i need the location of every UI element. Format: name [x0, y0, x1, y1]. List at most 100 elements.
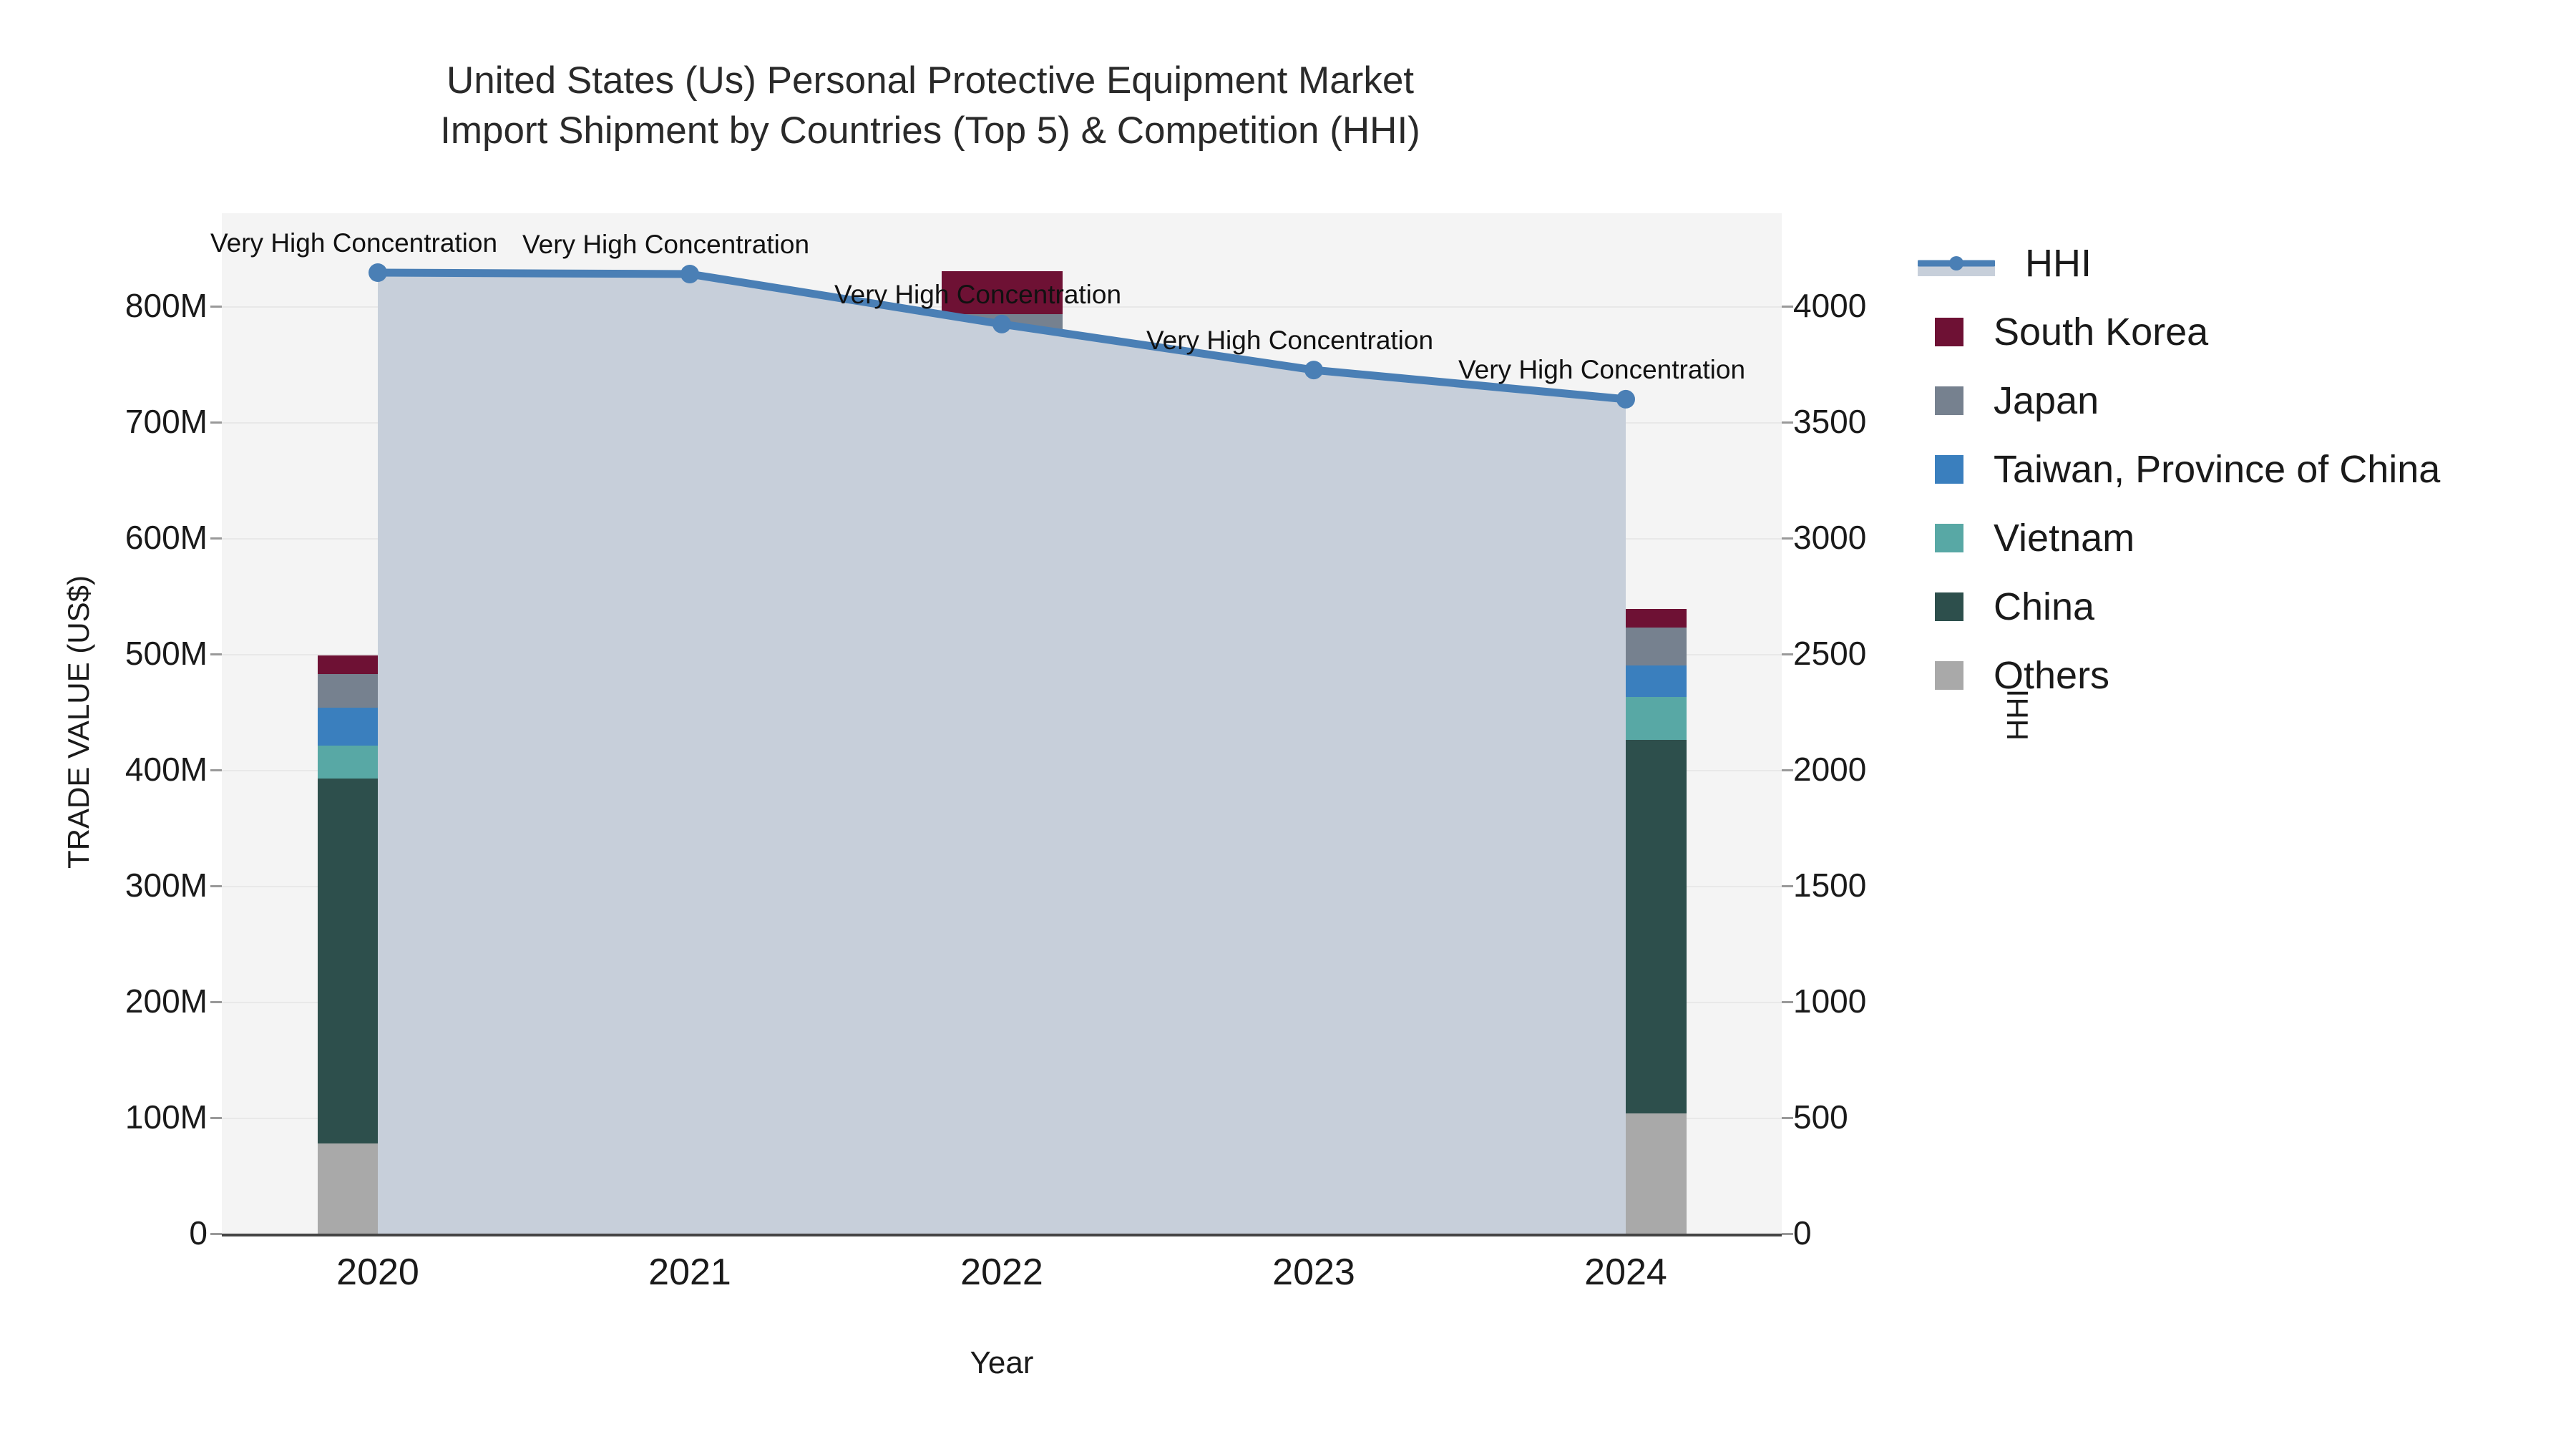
y-axis-right-tick-mark [1782, 1001, 1793, 1003]
y-axis-right-tick-label: 2500 [1793, 635, 1867, 672]
legend-item[interactable]: South Korea [1918, 298, 2562, 366]
y-axis-left-tick-mark [210, 653, 222, 655]
legend-swatch [1935, 592, 1963, 621]
legend-item[interactable]: Taiwan, Province of China [1918, 435, 2562, 504]
y-axis-left-tick-label: 500M [125, 635, 208, 672]
bar-segment[interactable] [629, 454, 751, 482]
bar-segment[interactable] [1253, 654, 1375, 693]
hhi-point-annotation: Very High Concentration [522, 229, 810, 259]
bar-segment[interactable] [1565, 627, 1687, 666]
y-axis-right-tick-mark [1782, 1117, 1793, 1119]
y-axis-left-tick-mark [210, 306, 222, 308]
bar-segment[interactable] [317, 778, 439, 1143]
y-axis-left-tick-label: 800M [125, 287, 208, 324]
bar-segment[interactable] [317, 655, 439, 674]
bar-segment[interactable] [1565, 696, 1687, 740]
bar-segment[interactable] [941, 363, 1063, 439]
hhi-point-annotation: Very High Concentration [1458, 354, 1746, 384]
bar-segment[interactable] [629, 514, 751, 563]
bar-segment[interactable] [1565, 608, 1687, 628]
bar-segment[interactable] [629, 562, 751, 614]
legend: HHI South Korea Japan Taiwan, Province of C… [1916, 229, 2562, 710]
bar-segment[interactable] [1565, 1113, 1687, 1234]
legend-item[interactable]: Others [1918, 641, 2562, 710]
legend-swatch [1935, 661, 1963, 690]
bar-segment[interactable] [629, 613, 751, 1110]
y-axis-left-tick-label: 300M [125, 867, 208, 904]
y-axis-right-tick-mark [1782, 537, 1793, 540]
title-line-1: United States (Us) Personal Protective E… [446, 59, 1415, 102]
title-line-2: Import Shipment by Countries (Top 5) & C… [440, 109, 1420, 152]
legend-swatch [1935, 455, 1963, 484]
bar-group[interactable] [1253, 213, 1375, 1234]
legend-label: Japan [1994, 379, 2099, 422]
bar-segment[interactable] [941, 314, 1063, 364]
y-axis-right-tick-label: 3000 [1793, 519, 1867, 556]
legend-label: Others [1994, 654, 2110, 697]
bar-segment[interactable] [317, 746, 439, 779]
hhi-point-annotation: Very High Concentration [834, 279, 1122, 309]
y-axis-right-tick-label: 500 [1793, 1098, 1848, 1136]
bar-segment[interactable] [1253, 1120, 1375, 1234]
x-axis-line [222, 1234, 1782, 1236]
bar-segment[interactable] [317, 707, 439, 746]
y-axis-left-tick-mark [210, 1117, 222, 1119]
bar-segment[interactable] [317, 673, 439, 708]
y-axis-right-tick-label: 3500 [1793, 403, 1867, 440]
bar-segment[interactable] [1253, 635, 1375, 654]
bar-segment[interactable] [1253, 763, 1375, 1121]
legend-item[interactable]: Vietnam [1918, 504, 2562, 572]
bar-segment[interactable] [1253, 692, 1375, 721]
legend-label: South Korea [1994, 311, 2209, 353]
hhi-point-annotation: Very High Concentration [1146, 326, 1434, 356]
y-axis-left-tick-mark [210, 421, 222, 424]
x-axis-tick-label: 2023 [1272, 1252, 1355, 1293]
bar-group[interactable] [629, 213, 751, 1234]
bar-segment[interactable] [629, 1109, 751, 1234]
bar-segment[interactable] [1565, 739, 1687, 1113]
y-axis-left-tick-mark [210, 1001, 222, 1003]
y-axis-right-tick-mark [1782, 421, 1793, 424]
x-axis-label: Year [970, 1345, 1034, 1380]
y-axis-right-tick-label: 4000 [1793, 287, 1867, 324]
y-axis-left-tick-label: 100M [125, 1098, 208, 1136]
x-axis-tick-label: 2024 [1584, 1252, 1667, 1293]
bar-segment[interactable] [1565, 665, 1687, 697]
legend-label: Taiwan, Province of China [1994, 448, 2441, 491]
legend-item[interactable]: China [1918, 572, 2562, 641]
y-axis-left-tick-mark [210, 1233, 222, 1235]
legend-line-icon [1916, 249, 1997, 278]
y-axis-right-tick-label: 0 [1793, 1214, 1812, 1252]
y-axis-right-tick-mark [1782, 769, 1793, 771]
legend-label: China [1994, 585, 2095, 628]
y-axis-left-tick-mark [210, 885, 222, 887]
bar-group[interactable] [941, 213, 1063, 1234]
y-axis-left-tick-label: 700M [125, 403, 208, 440]
bar-segment[interactable] [941, 510, 1063, 1101]
legend-swatch [1935, 318, 1963, 346]
y-axis-left-tick-label: 0 [189, 1214, 208, 1252]
y-axis-right-tick-mark [1782, 885, 1793, 887]
y-axis-right-tick-mark [1782, 306, 1793, 308]
legend-item[interactable]: HHI [1916, 229, 2562, 298]
y-axis-left-tick-mark [210, 769, 222, 771]
legend-item[interactable]: Japan [1918, 366, 2562, 435]
bar-group[interactable] [317, 213, 439, 1234]
y-axis-left-tick-label: 600M [125, 519, 208, 556]
y-axis-right-tick-mark [1782, 653, 1793, 655]
bar-segment[interactable] [317, 1143, 439, 1234]
legend-label: Vietnam [1994, 517, 2135, 560]
x-axis-tick-label: 2020 [336, 1252, 419, 1293]
bar-segment[interactable] [629, 481, 751, 515]
y-axis-left-label: TRADE VALUE (US$) [62, 575, 95, 869]
page-title: United States (Us) Personal Protective E… [0, 56, 1860, 156]
y-axis-right-tick-label: 2000 [1793, 751, 1867, 788]
hhi-point-annotation: Very High Concentration [210, 228, 498, 258]
y-axis-right-tick-mark [1782, 1233, 1793, 1235]
bar-segment[interactable] [941, 438, 1063, 511]
bar-segment[interactable] [1253, 721, 1375, 764]
bar-segment[interactable] [941, 1100, 1063, 1234]
y-axis-right-tick-label: 1000 [1793, 982, 1867, 1020]
x-axis-tick-label: 2021 [648, 1252, 731, 1293]
